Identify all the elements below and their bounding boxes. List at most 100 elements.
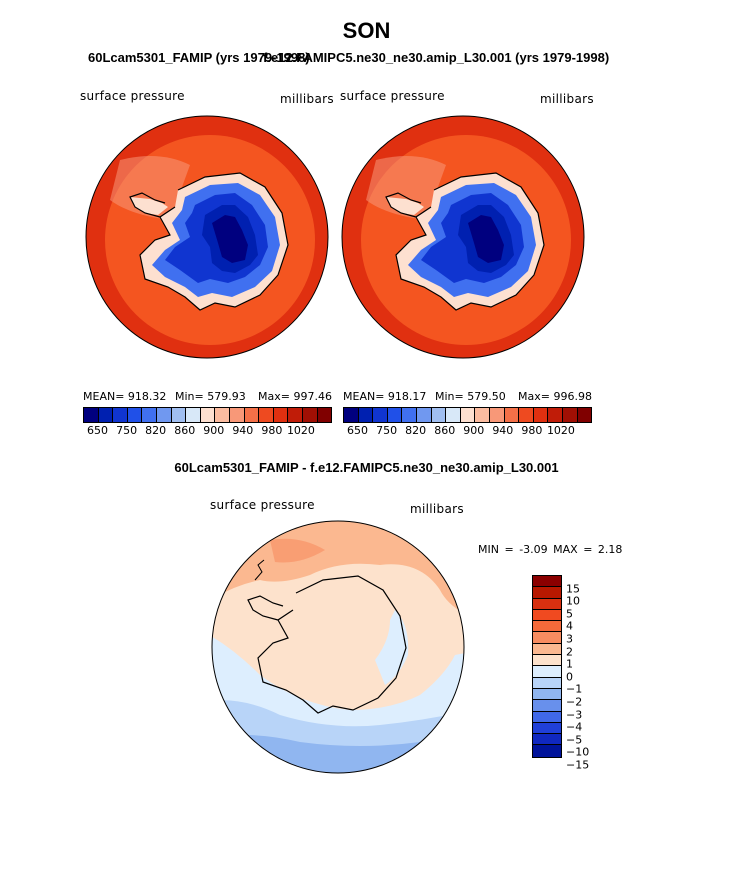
diff-colorbar-tick-label: −5 <box>566 733 583 747</box>
colorbar-swatch <box>533 408 549 422</box>
diff-colorbar-swatch <box>533 734 561 746</box>
diff-colorbar-swatch <box>533 587 561 599</box>
colorbar-tick-label: 1020 <box>286 424 315 437</box>
colorbar-swatch <box>186 408 201 422</box>
colorbar-swatch <box>142 408 157 422</box>
diff-colorbar-tick-label: −2 <box>566 695 583 709</box>
diff-colorbar-tick-label: 10 <box>566 594 580 608</box>
panel-2-caption: f.e12.FAMIPC5.ne30_ne30.amip_L30.001 (yr… <box>263 50 610 65</box>
diff-colorbar-swatch <box>533 632 561 644</box>
diff-colorbar-swatch <box>533 655 561 667</box>
diff-colorbar-swatch <box>533 700 561 712</box>
colorbar-swatch <box>460 408 476 422</box>
diff-colorbar-tick-label: 2 <box>566 645 573 659</box>
colorbar-swatch <box>215 408 230 422</box>
absolute-maps <box>85 115 585 359</box>
diff-min-max: MIN = -3.09 MAX = 2.18 <box>478 543 622 556</box>
panel-2-mean: MEAN= 918.17 <box>343 390 427 403</box>
panel-2-field-label: surface pressure <box>340 89 445 103</box>
panel-1-caption: 60Lcam5301_FAMIP (yrs 1979-1998) <box>88 50 310 65</box>
colorbar-tick-label: 900 <box>463 424 485 437</box>
colorbar-swatch <box>302 408 318 422</box>
map-panel-1 <box>85 115 329 359</box>
colorbar-tick-label: 750 <box>116 424 138 437</box>
colorbar-swatch <box>373 408 388 422</box>
diff-colorbar-tick-label: 0 <box>566 670 573 684</box>
colorbar-swatch <box>358 408 374 422</box>
diff-colorbar-tick-label: 1 <box>566 657 573 671</box>
colorbar-swatch <box>171 408 187 422</box>
diff-max-value: 2.18 <box>597 543 623 556</box>
diff-colorbar-tick-label: −10 <box>566 745 590 759</box>
colorbar-swatch <box>344 408 359 422</box>
panel-2-units-label: millibars <box>540 92 594 106</box>
colorbar-swatch <box>200 408 216 422</box>
colorbar-swatch <box>446 408 461 422</box>
colorbar-panel-1 <box>83 407 332 423</box>
colorbar-swatch <box>229 408 245 422</box>
colorbar-swatch <box>562 408 578 422</box>
colorbar-tick-label: 860 <box>434 424 456 437</box>
diff-colorbar-tick-label: 3 <box>566 632 573 646</box>
page-title: SON <box>342 18 391 43</box>
panel-1-field-label: surface pressure <box>80 89 185 103</box>
colorbar-swatch <box>273 408 289 422</box>
colorbar-swatch <box>475 408 490 422</box>
diff-colorbar-tick-label: 15 <box>566 582 580 596</box>
panel-2-max: Max= 996.98 <box>518 390 592 403</box>
diff-colorbar-swatch <box>533 598 561 610</box>
colorbar-swatch <box>577 408 592 422</box>
diff-colorbar-swatch <box>533 621 561 633</box>
colorbar-tick-label: 750 <box>376 424 398 437</box>
diff-map <box>211 520 465 774</box>
colorbar-swatch <box>127 408 143 422</box>
diff-min-label: MIN = <box>478 543 514 556</box>
diff-colorbar-tick-label: −3 <box>566 708 583 722</box>
colorbar-swatch <box>519 408 534 422</box>
colorbar-swatch <box>548 408 563 422</box>
panel-1-mean: MEAN= 918.32 <box>83 390 167 403</box>
diff-colorbar-tick-label: −15 <box>566 758 590 772</box>
diff-colorbar-swatch <box>533 745 561 757</box>
panel-1-max: Max= 997.46 <box>258 390 332 403</box>
diff-colorbar-swatch <box>533 711 561 723</box>
colorbar-tick-label: 1020 <box>546 424 575 437</box>
diff-units-label: millibars <box>410 502 464 516</box>
colorbar-tick-label: 820 <box>145 424 167 437</box>
diff-colorbar-swatch <box>533 666 561 678</box>
diff-caption: 60Lcam5301_FAMIP - f.e12.FAMIPC5.ne30_ne… <box>174 460 559 475</box>
colorbar-tick-label: 820 <box>405 424 427 437</box>
diff-colorbar-swatch <box>533 688 561 701</box>
colorbar-swatch <box>259 408 274 422</box>
colorbar-tick-label: 940 <box>492 424 514 437</box>
diff-colorbar-swatch <box>533 643 561 656</box>
colorbar-swatch <box>317 408 332 422</box>
colorbar-swatch <box>416 408 432 422</box>
panel-1-units-label: millibars <box>280 92 334 106</box>
panel-1-min: Min= 579.93 <box>175 390 246 403</box>
colorbar-swatch <box>489 408 505 422</box>
diff-colorbar-tick-label: 5 <box>566 607 573 621</box>
colorbar-tick-label: 980 <box>521 424 543 437</box>
diff-colorbar-tick-label: 4 <box>566 619 573 633</box>
colorbar-swatch <box>113 408 128 422</box>
colorbar-tick-label: 940 <box>232 424 254 437</box>
map-panel-2 <box>341 115 585 359</box>
colorbar-tick-label: 860 <box>174 424 196 437</box>
diff-field-label: surface pressure <box>210 498 315 512</box>
colorbar-swatch <box>402 408 417 422</box>
colorbar-swatch <box>288 408 303 422</box>
diff-colorbar-tick-label: −4 <box>566 720 583 734</box>
colorbar-swatch <box>156 408 172 422</box>
colorbar-swatch <box>84 408 99 422</box>
diff-min-value: -3.09 <box>519 543 548 556</box>
diff-colorbar-swatch <box>533 677 561 689</box>
diff-colorbar-swatch <box>533 722 561 735</box>
colorbar-tick-label: 980 <box>261 424 283 437</box>
diff-colorbar-swatch <box>533 576 561 588</box>
colorbar-tick-labels: 650 750 820 860 900 940 980 1020 650 750 820 860 900… <box>0 424 733 440</box>
diff-colorbar-swatch <box>533 609 561 622</box>
colorbar-swatch <box>244 408 260 422</box>
colorbar-tick-label: 650 <box>87 424 109 437</box>
colorbar-panel-2 <box>343 407 592 423</box>
